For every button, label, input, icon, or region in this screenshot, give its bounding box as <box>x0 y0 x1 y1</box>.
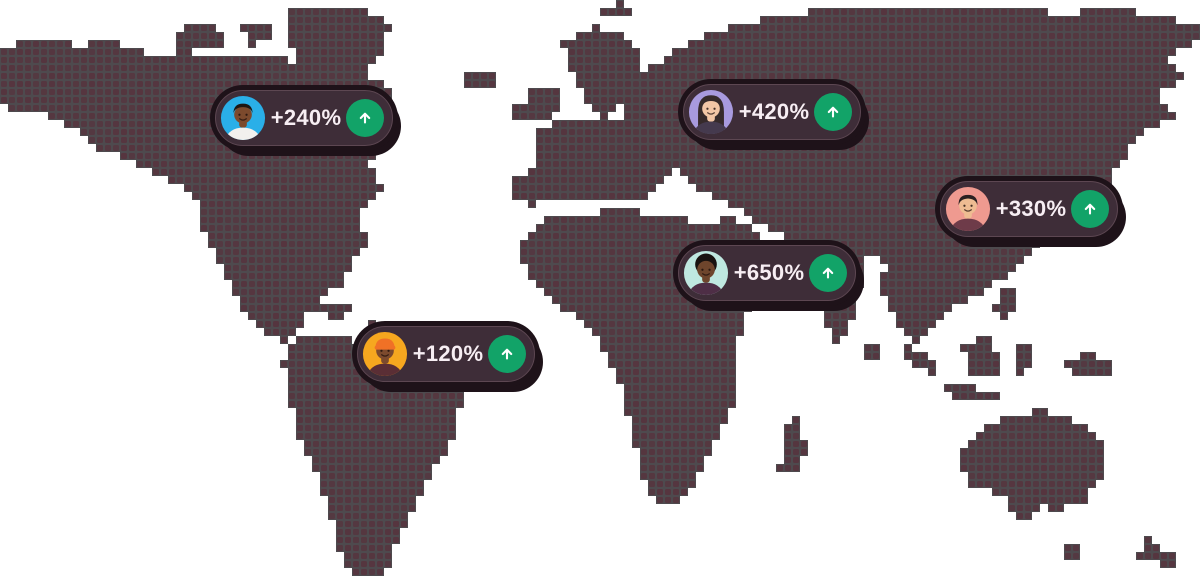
stat-badge[interactable]: +650% <box>678 245 856 301</box>
arrow-up-button[interactable] <box>346 99 384 137</box>
arrow-up-icon <box>827 106 839 118</box>
stat-value: +240% <box>270 105 342 130</box>
avatar-smiling-man-short-afro-hair <box>683 250 729 296</box>
stat-value: +120% <box>412 341 484 366</box>
avatar-smiling-woman-tied-back-hair <box>945 186 991 232</box>
arrow-up-button[interactable] <box>814 93 852 131</box>
stat-value: +330% <box>995 196 1067 221</box>
arrow-up-button[interactable] <box>488 335 526 373</box>
stat-badge[interactable]: +420% <box>683 84 861 140</box>
stat-value: +650% <box>733 260 805 285</box>
arrow-up-icon <box>501 348 513 360</box>
stat-badge[interactable]: +240% <box>215 90 393 146</box>
avatar-smiling-woman-long-dark-hair <box>688 89 734 135</box>
arrow-up-button[interactable] <box>1071 190 1109 228</box>
avatar-smiling-man-short-hair <box>220 95 266 141</box>
stat-value: +420% <box>738 99 810 124</box>
arrow-up-icon <box>1084 203 1096 215</box>
stat-badge[interactable]: +330% <box>940 181 1118 237</box>
arrow-up-button[interactable] <box>809 254 847 292</box>
arrow-up-icon <box>359 112 371 124</box>
stat-badge[interactable]: +120% <box>357 326 535 382</box>
arrow-up-icon <box>822 267 834 279</box>
avatar-smiling-person-orange-beanie <box>362 331 408 377</box>
